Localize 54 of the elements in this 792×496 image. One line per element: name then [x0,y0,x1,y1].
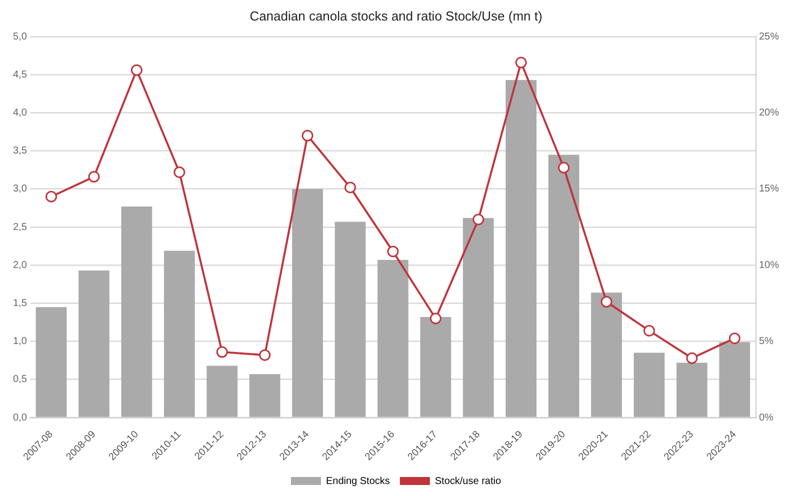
point [344,182,356,194]
y2-tick-label: 20% [758,108,780,119]
y-tick-label: 1,5 [12,298,28,310]
bar [121,206,152,417]
y2-tick-label: 10% [758,260,780,271]
y2-tick-label: 15% [758,184,780,195]
y-tick-label: 2,5 [12,222,28,233]
y2-tick-label: 0% [758,412,774,424]
point [216,346,228,358]
point [387,246,399,258]
point [515,56,527,68]
bar [206,366,238,417]
y-tick-label: 3,5 [12,146,28,157]
point [472,214,484,226]
point [88,171,100,183]
bar [462,218,494,417]
point [430,312,442,324]
y-tick-label: 0,5 [12,374,28,386]
point [302,130,314,142]
bar [164,250,195,417]
bar [334,222,366,417]
point [558,162,570,174]
bar [548,154,580,417]
bar [634,352,665,417]
point [130,64,142,76]
point [643,324,655,336]
y-tick-label: 4,5 [12,69,28,80]
bar [292,188,323,417]
legend-label: Stock/use ratio [434,476,502,487]
point [600,296,612,308]
y-tick-label: 4,0 [12,108,28,119]
point [686,352,698,364]
bar [591,292,622,417]
bar [378,260,408,417]
point [259,349,271,361]
point [174,166,186,178]
y2-tick-label: 25% [758,31,780,42]
legend-label: Ending Stocks [326,476,390,487]
point [46,190,58,202]
bar [249,374,280,417]
y-tick-label: 5,0 [12,31,28,42]
y2-tick-label: 5% [758,336,774,348]
y-tick-label: 1,0 [12,336,28,348]
y-tick-label: 0,0 [12,412,28,424]
bar [719,342,750,417]
bar [78,270,110,417]
y-tick-label: 3,0 [12,184,28,195]
chart-title: Canadian canola stocks and ratio Stock/Use (mn t) [250,8,542,24]
bar [506,80,537,417]
bar [36,307,67,417]
y-tick-label: 2,0 [12,260,28,271]
bar [676,362,708,417]
bar [420,316,452,417]
point [728,332,740,344]
